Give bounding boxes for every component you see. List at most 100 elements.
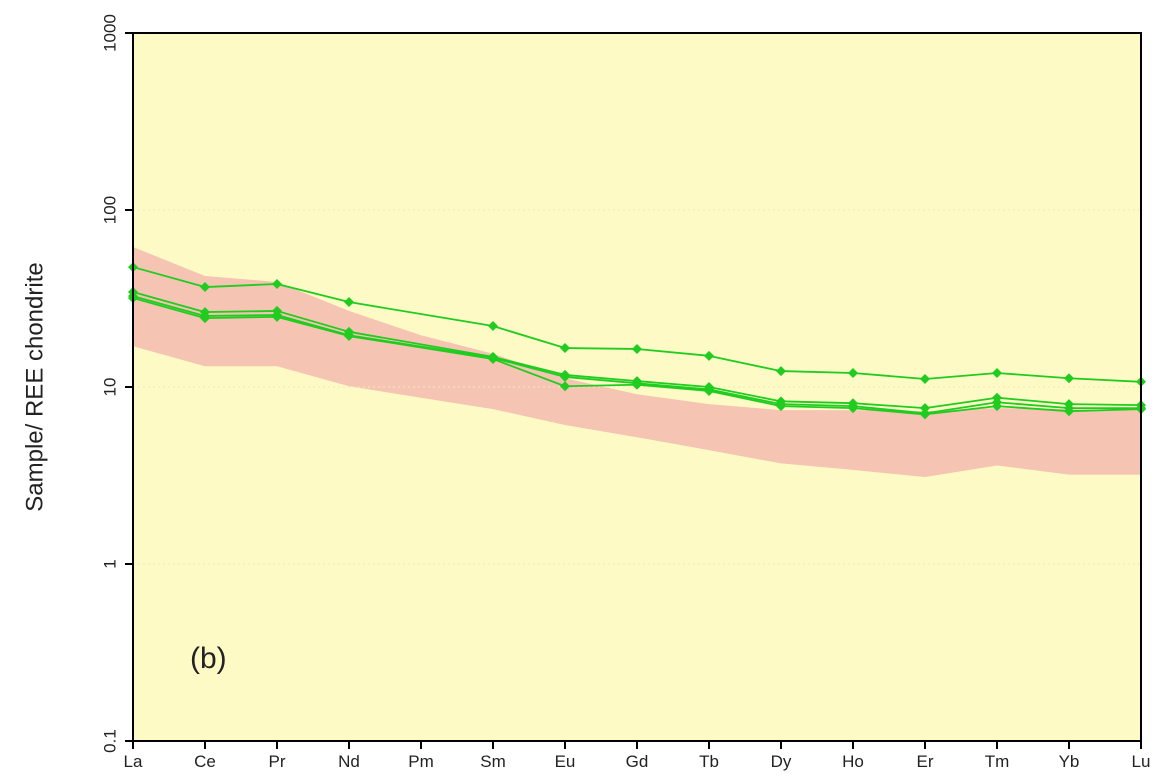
series-segment xyxy=(276,283,350,303)
marker xyxy=(560,343,570,354)
marker xyxy=(704,385,714,396)
series-segment xyxy=(780,403,854,407)
marker xyxy=(776,401,786,412)
series-segment xyxy=(204,314,278,317)
series-segment xyxy=(132,297,206,319)
marker xyxy=(848,403,858,414)
y-axis-label: Sample/ REE chondrite xyxy=(21,262,48,511)
series-segment xyxy=(924,405,998,416)
x-tick-label: Gd xyxy=(626,752,649,771)
series-segment xyxy=(636,380,710,388)
marker xyxy=(992,401,1002,412)
plot-frame xyxy=(132,32,1142,742)
series-segment xyxy=(204,283,278,288)
series-segment xyxy=(996,396,1070,406)
marker xyxy=(200,282,210,293)
series-segment xyxy=(132,266,206,288)
series-segment xyxy=(492,357,566,378)
x-tick-label: Lu xyxy=(1132,752,1151,771)
series-segment xyxy=(204,315,278,320)
marker xyxy=(200,313,210,324)
marker xyxy=(632,379,642,390)
series-segment xyxy=(348,301,494,327)
series-segment xyxy=(1068,403,1142,407)
marker xyxy=(344,331,354,342)
series-segment xyxy=(852,405,926,415)
y-tick-label: 0.1 xyxy=(100,729,119,753)
series-segment xyxy=(492,355,566,376)
marker xyxy=(776,366,786,377)
series-segment xyxy=(708,388,782,406)
x-tick-label: Sm xyxy=(480,752,506,771)
series-segment xyxy=(996,405,1070,413)
x-tick-label: Ce xyxy=(194,752,216,771)
series-segment xyxy=(852,402,926,409)
marker xyxy=(920,373,930,384)
x-tick-label: Eu xyxy=(555,752,576,771)
x-tick-label: Pm xyxy=(408,752,434,771)
y-tick-label: 1000 xyxy=(100,14,119,52)
x-tick-label: Tm xyxy=(985,752,1010,771)
y-tick-label: 100 xyxy=(100,196,119,224)
series-segment xyxy=(276,316,350,337)
marker xyxy=(704,350,714,361)
marker xyxy=(920,403,930,414)
marker xyxy=(848,367,858,378)
series-segment xyxy=(348,330,494,358)
series-segment xyxy=(780,370,854,374)
marker xyxy=(1064,406,1074,417)
series-segment xyxy=(708,390,782,407)
series-segment xyxy=(1068,408,1142,413)
marker xyxy=(632,343,642,354)
series-segment xyxy=(996,372,1070,380)
series-segment xyxy=(564,347,638,350)
series-segment xyxy=(924,372,998,380)
marker xyxy=(560,381,570,392)
series-segment xyxy=(204,310,278,313)
series-segment xyxy=(708,354,782,372)
series-segment xyxy=(276,314,350,337)
series-segment xyxy=(708,386,782,403)
series-segment xyxy=(492,325,566,349)
marker xyxy=(560,371,570,382)
x-tick-label: Er xyxy=(917,752,934,771)
series-segment xyxy=(564,374,638,382)
series-segment xyxy=(492,358,566,388)
series-segment xyxy=(852,407,926,416)
marker xyxy=(920,409,930,420)
series-segment xyxy=(996,401,1070,409)
series-segment xyxy=(852,372,926,380)
series-segment xyxy=(636,348,710,357)
x-tick-label: Ho xyxy=(842,752,864,771)
x-tick-label: Dy xyxy=(771,752,792,771)
marker xyxy=(344,297,354,308)
series-segment xyxy=(564,376,638,385)
series-segment xyxy=(924,401,998,415)
marker xyxy=(992,367,1002,378)
marker xyxy=(272,311,282,322)
series-segment xyxy=(276,310,350,333)
series-segment xyxy=(636,383,710,392)
series-segment xyxy=(1068,377,1142,383)
series-segment xyxy=(132,291,206,313)
marker xyxy=(272,278,282,289)
series-segment xyxy=(780,405,854,409)
marker xyxy=(1064,373,1074,384)
marker xyxy=(488,321,498,332)
x-tick-label: Pr xyxy=(269,752,286,771)
series-segment xyxy=(780,400,854,405)
annotation: (b) xyxy=(190,642,227,675)
series-segment xyxy=(924,396,998,409)
x-tick-label: Yb xyxy=(1059,752,1080,771)
reference-band xyxy=(133,246,1141,478)
y-tick-label: 1 xyxy=(100,559,119,568)
x-tick-label: La xyxy=(124,752,143,771)
series-segment xyxy=(636,382,710,391)
y-tick-label: 10 xyxy=(100,378,119,397)
marker xyxy=(488,353,498,364)
x-tick-label: Nd xyxy=(338,752,360,771)
x-tick-label: Tb xyxy=(699,752,719,771)
series-segment xyxy=(348,335,494,360)
